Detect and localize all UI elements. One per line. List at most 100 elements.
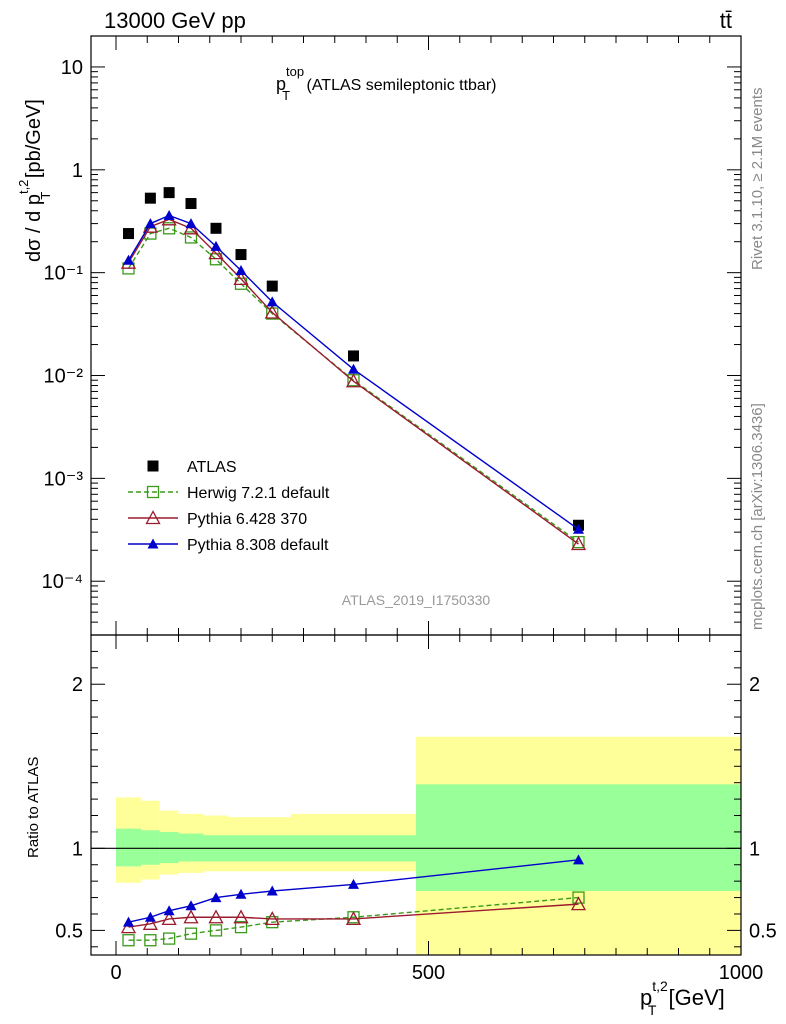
process-label: tt̄: [720, 8, 732, 33]
data-point: [264, 304, 280, 319]
y-tick-label: 10⁻¹: [44, 263, 84, 285]
mcplots-label: mcplots.cern.ch [arXiv:1306.3436]: [749, 403, 766, 630]
y-tick-label: 1: [749, 838, 760, 860]
ratio-frame: [90, 634, 742, 956]
data-point: [185, 900, 197, 911]
x-tick-label: 500: [412, 962, 445, 984]
data-point: [348, 350, 359, 362]
data-point: [235, 888, 247, 899]
data-point: [345, 373, 362, 388]
data-point: [345, 911, 362, 926]
stat-uncertainty-band: [159, 831, 179, 864]
y-tick-label: 1: [72, 838, 83, 860]
data-point: [573, 523, 584, 534]
data-point: [348, 363, 359, 374]
data-point: [123, 254, 134, 265]
y-tick-label: 10⁻⁴: [42, 571, 83, 593]
data-point: [184, 927, 198, 940]
y-tick-label: 2: [72, 674, 83, 696]
legend-item: ATLAS: [147, 459, 237, 476]
y-tick-label: 0.5: [55, 920, 83, 942]
data-point: [163, 905, 175, 916]
stat-uncertainty-band: [116, 828, 141, 867]
legend-label: Herwig 7.2.1 default: [187, 485, 330, 502]
data-point: [266, 885, 278, 896]
xlabel-suffix: [GeV]: [662, 985, 724, 1010]
data-point: [210, 892, 222, 903]
x-tick-label: 1000: [719, 962, 764, 984]
data-point: [235, 264, 247, 275]
data-point: [266, 296, 278, 307]
ratio-plot-content: 0.5 0.5 1 1 2 2 0 500 1000: [55, 634, 777, 984]
data-point: [233, 271, 249, 286]
data-point: [123, 916, 134, 927]
legend-item: Pythia 8.308 default: [128, 537, 329, 554]
series-atlas: [123, 187, 584, 531]
series-pythia-8-308-default: [123, 209, 584, 534]
data-point: [264, 911, 280, 926]
data-point: [147, 460, 159, 472]
data-point: [144, 218, 156, 229]
legend-item: Herwig 7.2.1 default: [128, 485, 330, 502]
data-point: [348, 878, 359, 889]
ratio-panel: 0.5 0.5 1 1 2 2 0 500 1000 Ratio to ATLAS pt,2 T …: [25, 634, 777, 1018]
ratio-ylabel: Ratio to ATLAS: [25, 757, 42, 858]
data-point: [184, 231, 198, 244]
ylabel-sub: T: [38, 192, 53, 200]
legend-label: Pythia 8.308 default: [187, 537, 329, 554]
y-tick-label: 10⁻²: [44, 366, 84, 388]
data-point: [210, 222, 222, 234]
data-point: [233, 909, 249, 924]
x-axis-label: pt,2 T [GeV]: [640, 978, 725, 1018]
main-title: ptop T (ATLAS semileptonic ttbar): [276, 64, 496, 103]
uncertainty-bands: [116, 736, 741, 955]
xlabel-sup: t,2: [652, 978, 668, 994]
ratio-axes: 0.5 0.5 1 1 2 2 0 500 1000: [55, 635, 777, 984]
main-axes: 10 1 10⁻¹ 10⁻² 10⁻³ 10⁻⁴: [42, 35, 742, 636]
data-point: [183, 909, 199, 924]
y-tick-label: 10: [61, 57, 83, 79]
y-tick-label: 0.5: [749, 920, 777, 942]
data-point: [209, 924, 223, 937]
ratio-series-pythia-8-308-default: [123, 854, 584, 927]
title-base: p: [276, 74, 286, 94]
data-point: [210, 240, 222, 251]
ylabel-suffix: [pb/GeV]: [23, 99, 45, 184]
data-point: [570, 896, 587, 911]
xlabel-base: p: [640, 985, 652, 1010]
data-point: [163, 187, 175, 199]
data-point: [266, 307, 279, 320]
stat-uncertainty-band: [178, 833, 204, 862]
main-plot-content: 10 1 10⁻¹ 10⁻² 10⁻³ 10⁻⁴: [42, 35, 742, 636]
title-sub: T: [282, 88, 290, 103]
y-tick-label: 2: [749, 674, 760, 696]
legend-item: Pythia 6.428 370: [128, 510, 307, 528]
title-rest: (ATLAS semileptonic ttbar): [302, 77, 496, 94]
data-point: [234, 920, 248, 934]
main-ylabel: dσ / d pt,2 T [pb/GeV]: [16, 99, 53, 262]
data-point: [162, 932, 176, 945]
data-point: [147, 538, 159, 549]
analysis-id: ATLAS_2019_I1750330: [342, 592, 491, 608]
stat-uncertainty-band: [416, 784, 741, 891]
stat-uncertainty-band: [141, 830, 160, 865]
data-point: [144, 192, 156, 204]
x-tick-label: 0: [110, 962, 121, 984]
data-point: [144, 911, 156, 922]
series-line: [127, 218, 579, 545]
legend: ATLAS Herwig 7.2.1 default Pythia 6.428 37…: [128, 459, 330, 554]
data-point: [266, 280, 278, 292]
data-point: [145, 510, 161, 525]
data-point: [161, 911, 177, 926]
legend-label: ATLAS: [187, 459, 237, 476]
title-sup: top: [286, 64, 304, 79]
data-point: [185, 218, 197, 229]
main-panel: ptop T (ATLAS semileptonic ttbar) dσ / d …: [16, 35, 742, 636]
y-tick-label: 10⁻³: [44, 468, 84, 490]
data-point: [573, 854, 584, 865]
data-point: [208, 245, 224, 260]
data-point: [185, 198, 197, 210]
data-point: [208, 909, 224, 924]
ylabel-prefix: dσ / d p: [23, 194, 45, 262]
